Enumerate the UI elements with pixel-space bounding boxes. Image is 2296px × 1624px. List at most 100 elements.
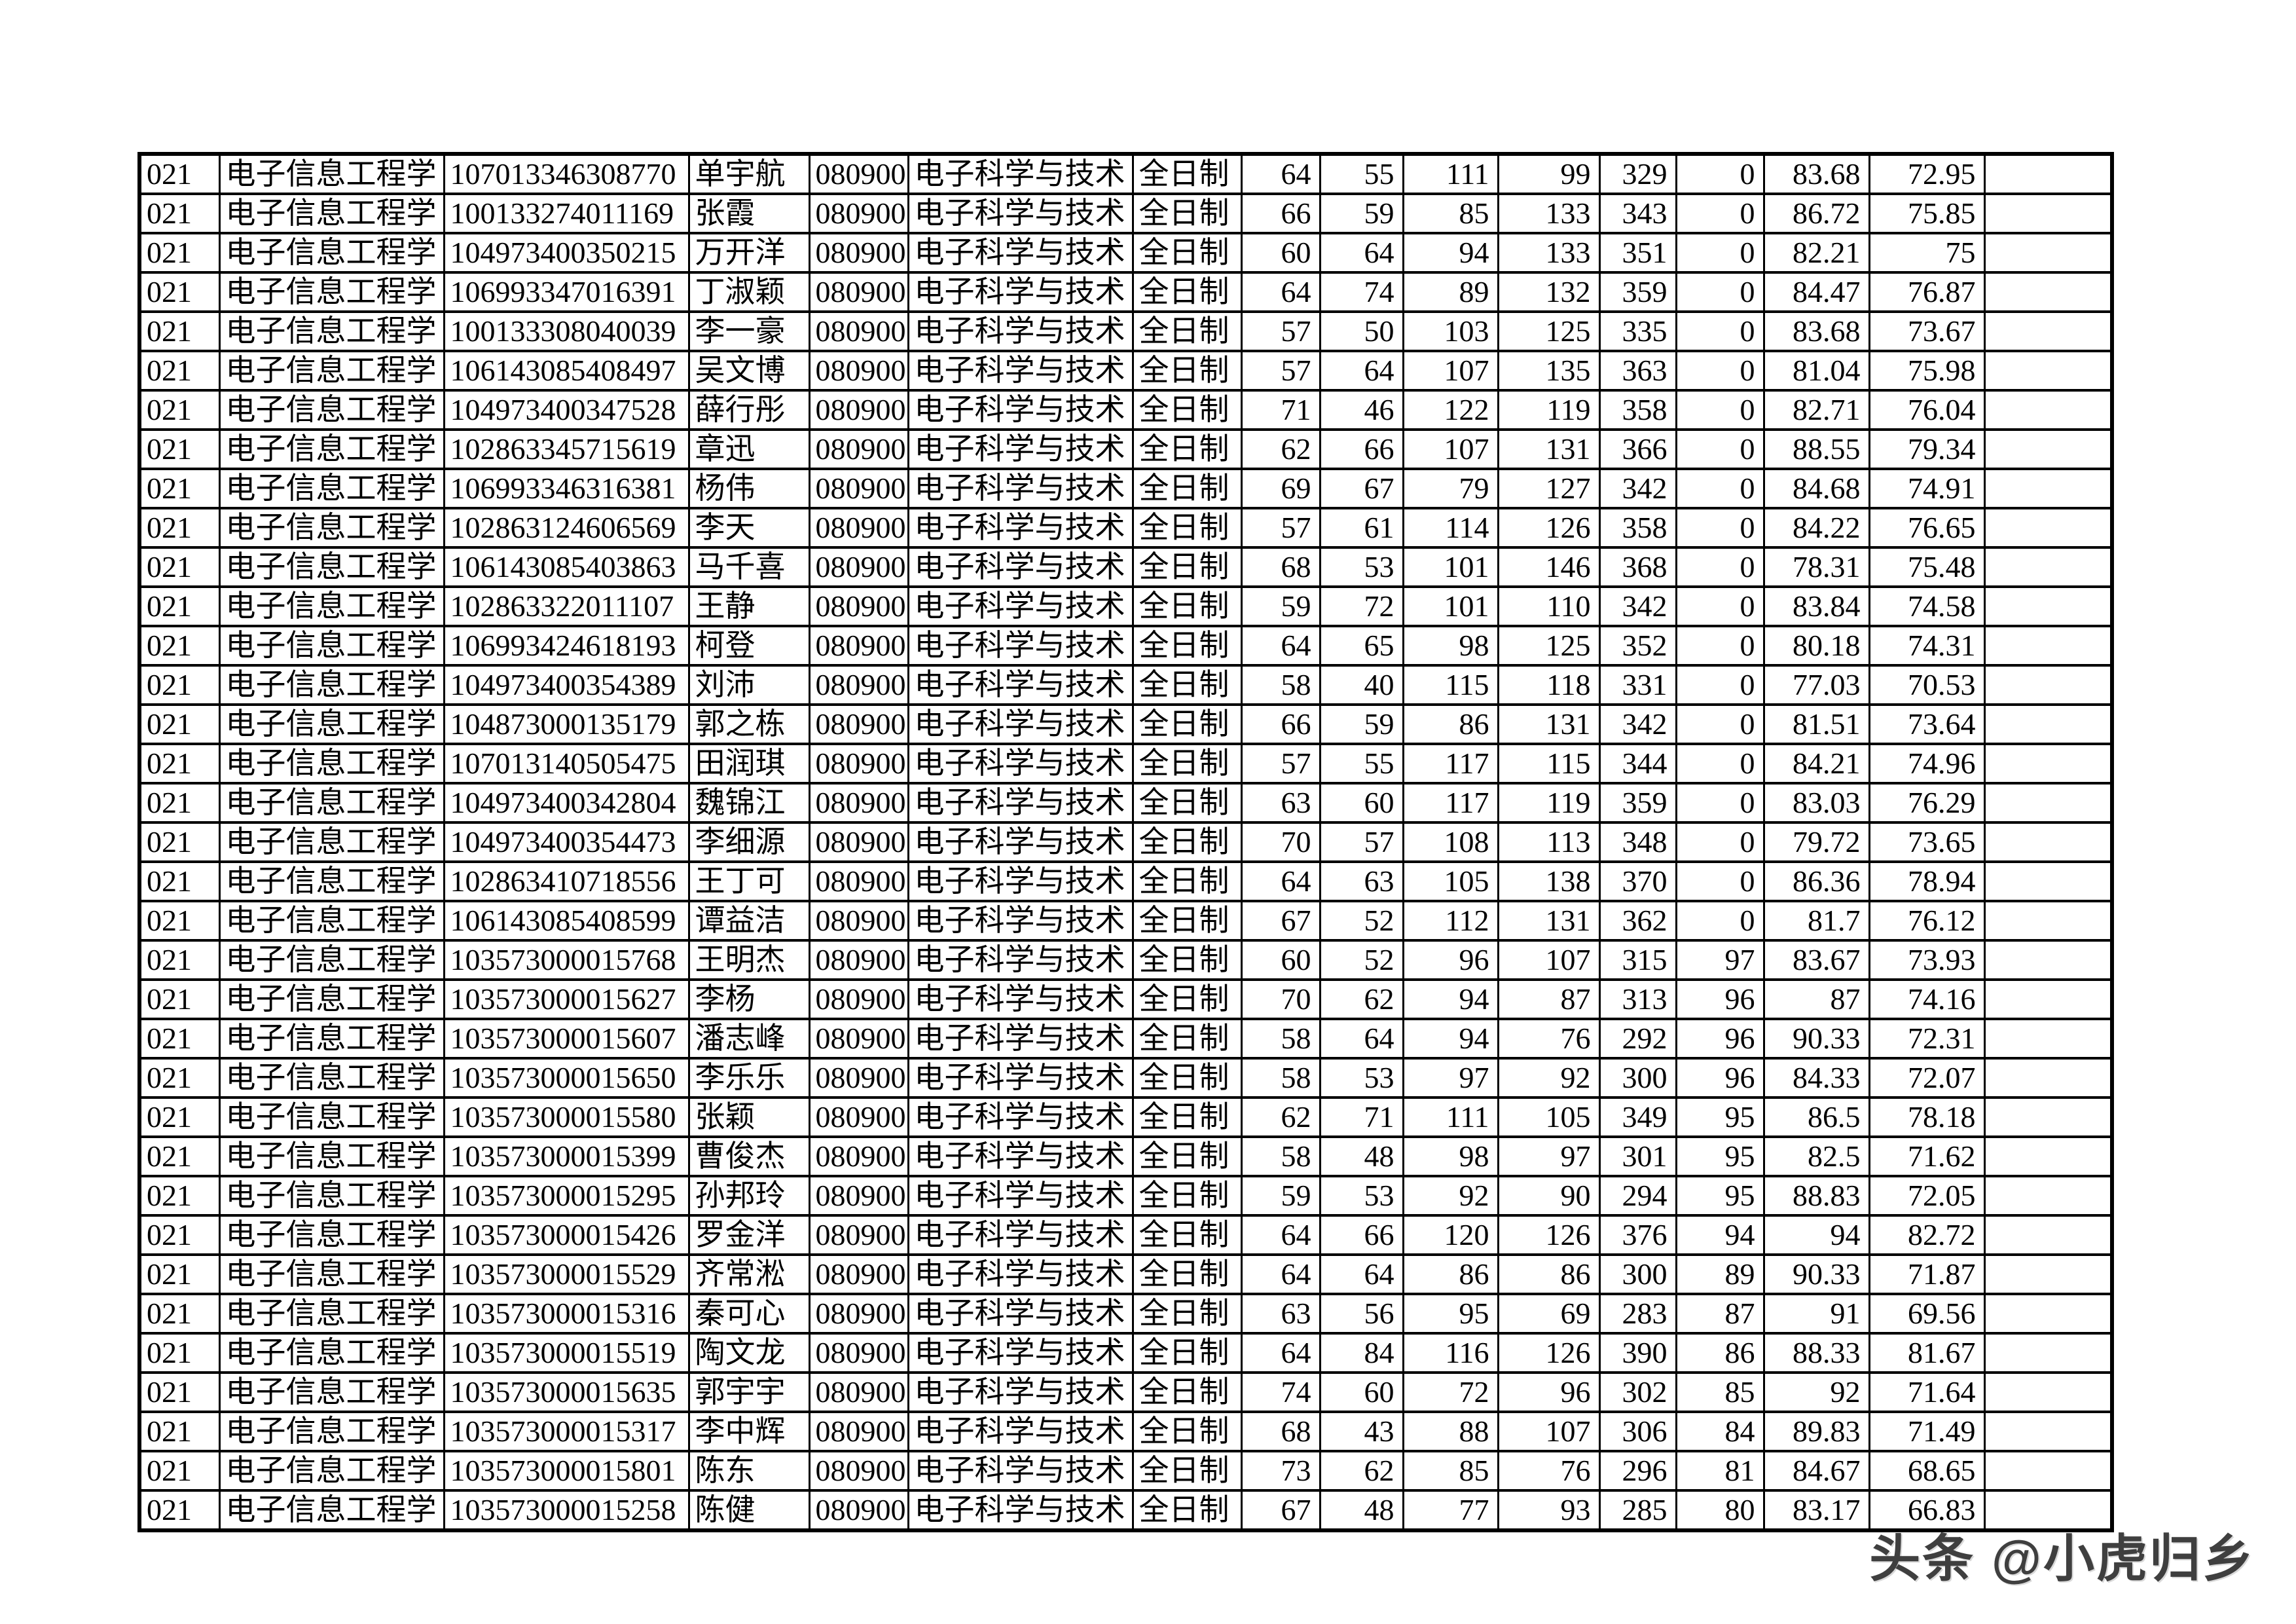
cell-weighted-score: 72.95 [1868,153,1986,195]
cell-score-4: 131 [1497,900,1601,942]
cell-major-code: 080900 [808,1411,909,1452]
cell-score-1: 70 [1240,821,1321,863]
cell-retest-score: 82.5 [1762,1135,1870,1177]
cell-unit-code: 021 [138,1293,221,1335]
cell-candidate-id: 102863345715619 [443,428,690,470]
cell-total-score: 313 [1598,978,1677,1020]
table-row: 021 电子信息工程学 104873000135179 郭之栋 080900 电子科学与技… [138,703,2113,745]
cell-major-code: 080900 [808,153,909,195]
cell-unit-code: 021 [138,1096,221,1138]
cell-retest-score: 86.5 [1762,1096,1870,1138]
cell-total-score: 358 [1598,389,1677,431]
cell-score-4: 119 [1497,782,1601,824]
cell-blank-cell [1983,782,2113,824]
cell-total-score: 390 [1598,1332,1677,1374]
table-row: 021 电子信息工程学 106143085408599 谭益洁 080900 电子科学与技… [138,900,2113,942]
cell-extra-score: 96 [1675,1018,1765,1060]
cell-major-name: 电子科学与技术 [907,389,1134,431]
cell-score-4: 131 [1497,428,1601,470]
cell-unit-code: 021 [138,468,221,509]
cell-candidate-name: 陈健 [687,1489,811,1532]
cell-score-2: 64 [1319,232,1404,274]
cell-score-4: 126 [1497,1332,1601,1374]
cell-candidate-name: 李中辉 [687,1411,811,1452]
cell-total-score: 370 [1598,860,1677,902]
cell-total-score: 302 [1598,1371,1677,1413]
cell-college-name: 电子信息工程学 [218,900,445,942]
cell-college-name: 电子信息工程学 [218,350,445,392]
cell-candidate-name: 柯登 [687,625,811,667]
cell-weighted-score: 74.31 [1868,625,1986,667]
cell-score-2: 64 [1319,1253,1404,1295]
cell-retest-score: 84.22 [1762,507,1870,549]
cell-score-3: 107 [1402,350,1499,392]
cell-score-4: 107 [1497,939,1601,981]
cell-score-3: 115 [1402,664,1499,706]
cell-candidate-name: 魏锦江 [687,782,811,824]
cell-score-2: 48 [1319,1489,1404,1532]
cell-extra-score: 0 [1675,900,1765,942]
cell-score-3: 92 [1402,1175,1499,1217]
cell-weighted-score: 71.87 [1868,1253,1986,1295]
cell-unit-code: 021 [138,350,221,392]
cell-total-score: 301 [1598,1135,1677,1177]
cell-study-mode: 全日制 [1131,193,1243,234]
admission-score-table: 021 电子信息工程学 107013346308770 单宇航 080900 电子科学与技… [137,152,2114,1532]
cell-score-1: 70 [1240,978,1321,1020]
cell-extra-score: 96 [1675,1057,1765,1099]
cell-score-4: 132 [1497,271,1601,313]
cell-candidate-id: 103573000015519 [443,1332,690,1374]
cell-score-4: 138 [1497,860,1601,902]
cell-score-4: 96 [1497,1371,1601,1413]
cell-score-3: 105 [1402,860,1499,902]
cell-college-name: 电子信息工程学 [218,1411,445,1452]
cell-extra-score: 0 [1675,193,1765,234]
cell-weighted-score: 73.65 [1868,821,1986,863]
cell-major-code: 080900 [808,1371,909,1413]
cell-score-1: 57 [1240,350,1321,392]
cell-score-2: 71 [1319,1096,1404,1138]
cell-blank-cell [1983,939,2113,981]
table-row: 021 电子信息工程学 102863322011107 王静 080900 电子科学与技术… [138,585,2113,627]
cell-score-2: 52 [1319,900,1404,942]
cell-score-1: 69 [1240,468,1321,509]
cell-candidate-id: 104973400354389 [443,664,690,706]
cell-major-name: 电子科学与技术 [907,1214,1134,1256]
cell-study-mode: 全日制 [1131,428,1243,470]
cell-score-3: 94 [1402,1018,1499,1060]
cell-score-2: 60 [1319,782,1404,824]
cell-major-code: 080900 [808,507,909,549]
cell-score-1: 63 [1240,782,1321,824]
cell-candidate-name: 潘志峰 [687,1018,811,1060]
cell-major-name: 电子科学与技术 [907,350,1134,392]
cell-score-1: 58 [1240,1057,1321,1099]
cell-major-name: 电子科学与技术 [907,1175,1134,1217]
cell-blank-cell [1983,625,2113,667]
cell-extra-score: 0 [1675,585,1765,627]
cell-score-4: 125 [1497,625,1601,667]
cell-total-score: 343 [1598,193,1677,234]
cell-unit-code: 021 [138,1214,221,1256]
table-row: 021 电子信息工程学 107013346308770 单宇航 080900 电子科学与技… [138,153,2113,195]
cell-college-name: 电子信息工程学 [218,468,445,509]
cell-score-4: 76 [1497,1018,1601,1060]
cell-blank-cell [1983,1293,2113,1335]
cell-score-2: 61 [1319,507,1404,549]
cell-score-1: 62 [1240,1096,1321,1138]
cell-major-code: 080900 [808,1332,909,1374]
cell-blank-cell [1983,1253,2113,1295]
cell-major-code: 080900 [808,625,909,667]
cell-extra-score: 0 [1675,821,1765,863]
table-row: 021 电子信息工程学 103573000015635 郭宇宇 080900 电子科学与技… [138,1371,2113,1413]
table-row: 021 电子信息工程学 107013140505475 田润琪 080900 电子科学与技… [138,743,2113,784]
cell-candidate-name: 杨伟 [687,468,811,509]
cell-study-mode: 全日制 [1131,782,1243,824]
table-row: 021 电子信息工程学 103573000015258 陈健 080900 电子科学与技术… [138,1489,2113,1532]
cell-candidate-name: 田润琪 [687,743,811,784]
cell-score-3: 107 [1402,428,1499,470]
cell-study-mode: 全日制 [1131,507,1243,549]
cell-total-score: 366 [1598,428,1677,470]
cell-major-code: 080900 [808,743,909,784]
cell-weighted-score: 76.87 [1868,271,1986,313]
cell-score-3: 101 [1402,585,1499,627]
